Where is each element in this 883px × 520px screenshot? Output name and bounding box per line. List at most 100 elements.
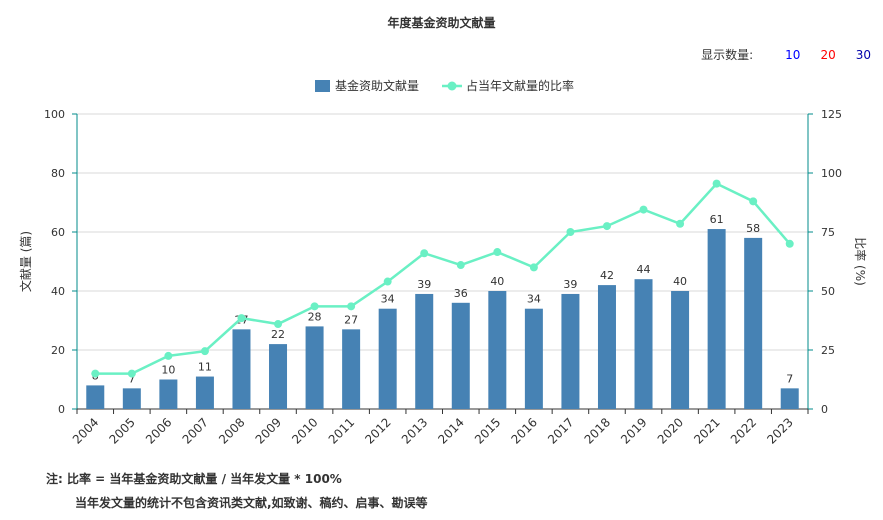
bar-data-label: 39 xyxy=(417,278,431,291)
y-axis-right-title: 比率 (%) xyxy=(853,237,868,286)
bar xyxy=(232,329,251,409)
x-tick-label: 2004 xyxy=(70,415,101,446)
bar-data-label: 36 xyxy=(454,287,468,300)
bar xyxy=(671,291,690,409)
x-tick-label: 2023 xyxy=(764,415,795,446)
bar-data-label: 40 xyxy=(673,275,687,288)
display-count-option-30[interactable]: 30 xyxy=(855,47,871,62)
ratio-point xyxy=(200,347,209,356)
x-tick-label: 2009 xyxy=(253,415,284,446)
legend-bar-swatch xyxy=(315,80,330,92)
display-count-option-10[interactable]: 10 xyxy=(785,47,801,62)
bar-data-label: 22 xyxy=(271,328,285,341)
bar xyxy=(378,308,397,409)
ratio-point xyxy=(164,351,173,360)
bar xyxy=(524,308,543,409)
ratio-point xyxy=(712,179,721,188)
bar-data-label: 28 xyxy=(308,310,322,323)
x-tick-label: 2006 xyxy=(143,415,174,446)
bar-data-label: 7 xyxy=(786,372,793,385)
bar-data-label: 34 xyxy=(527,293,541,306)
bar xyxy=(195,376,214,409)
ratio-point xyxy=(347,302,356,311)
x-tick-label: 2011 xyxy=(326,415,357,446)
x-tick-label: 2021 xyxy=(691,415,722,446)
chart-title: 年度基金资助文献量 xyxy=(387,16,496,30)
bar xyxy=(305,326,324,409)
y-tick-label: 0 xyxy=(58,403,65,416)
bar xyxy=(744,237,763,409)
ratio-point xyxy=(566,228,575,236)
x-tick-label: 2014 xyxy=(435,415,466,446)
ratio-point xyxy=(639,205,648,214)
y-right-tick-label: 0 xyxy=(821,403,828,416)
y-tick-label: 80 xyxy=(51,167,65,180)
x-tick-label: 2010 xyxy=(289,415,320,446)
x-tick-label: 2015 xyxy=(472,415,503,446)
y-tick-label: 40 xyxy=(51,285,65,298)
bar xyxy=(707,229,726,409)
ratio-line xyxy=(95,182,791,375)
x-tick-label: 2007 xyxy=(180,415,211,446)
ratio-point xyxy=(785,239,794,248)
ratio-point xyxy=(456,261,465,270)
note-ratio-formula: 注: 比率 = 当年基金资助文献量 / 当年发文量 * 100% xyxy=(46,472,342,486)
bar-data-label: 10 xyxy=(161,364,175,377)
bar xyxy=(86,385,105,409)
x-tick-label: 2012 xyxy=(362,415,393,446)
ratio-point xyxy=(91,369,100,378)
x-tick-label: 2008 xyxy=(216,415,247,446)
ratio-point xyxy=(602,222,611,231)
x-tick-label: 2022 xyxy=(728,415,759,446)
x-tick-label: 2018 xyxy=(582,415,613,446)
ratio-point xyxy=(383,277,392,286)
bar xyxy=(415,293,434,409)
ratio-point xyxy=(274,320,283,329)
legend-bar-label: 基金资助文献量 xyxy=(335,78,419,93)
x-tick-label: 2013 xyxy=(399,415,430,446)
bar-data-label: 39 xyxy=(563,278,577,291)
bar-data-label: 11 xyxy=(198,361,212,374)
bar xyxy=(451,302,470,409)
y-right-tick-label: 25 xyxy=(821,344,835,357)
bar xyxy=(269,344,288,409)
bar-data-label: 27 xyxy=(344,313,358,326)
bar-data-label: 7 xyxy=(128,372,135,385)
bar xyxy=(780,388,799,409)
x-tick-label: 2005 xyxy=(106,415,137,446)
display-count-option-20[interactable]: 20 xyxy=(820,47,836,62)
y-right-tick-label: 50 xyxy=(821,285,835,298)
note-exclusion: 当年发文量的统计不包含资讯类文献,如致谢、稿约、启事、勘误等 xyxy=(75,496,428,510)
y-tick-label: 100 xyxy=(44,108,65,121)
y-axis-title: 文献量 (篇) xyxy=(18,231,33,292)
x-tick-label: 2017 xyxy=(545,415,576,446)
ratio-point xyxy=(237,314,246,323)
legend-line-label: 占当年文献量的比率 xyxy=(466,78,574,93)
display-count-selector: 显示数量: 10 20 30 xyxy=(701,46,871,63)
bar-data-label: 44 xyxy=(637,263,651,276)
ratio-point xyxy=(127,369,136,378)
bar xyxy=(342,329,361,409)
ratio-point xyxy=(420,249,429,258)
bar xyxy=(488,291,507,409)
display-count-label: 显示数量: xyxy=(701,48,754,62)
y-right-tick-label: 125 xyxy=(821,108,842,121)
x-tick-label: 2019 xyxy=(618,415,649,446)
bar xyxy=(597,285,616,409)
bar xyxy=(561,293,580,409)
bar xyxy=(634,279,653,409)
x-tick-label: 2016 xyxy=(508,415,539,446)
y-right-tick-label: 100 xyxy=(821,167,842,180)
x-tick-label: 2020 xyxy=(655,415,686,446)
bar-data-label: 61 xyxy=(710,213,724,226)
ratio-point xyxy=(749,197,758,206)
bar-data-label: 34 xyxy=(381,293,395,306)
ratio-point xyxy=(676,219,685,228)
y-tick-label: 60 xyxy=(51,226,65,239)
ratio-point xyxy=(310,302,319,311)
bar-data-label: 58 xyxy=(746,222,760,235)
bar-data-label: 42 xyxy=(600,269,614,282)
ratio-point xyxy=(529,263,538,272)
ratio-point xyxy=(493,248,502,257)
